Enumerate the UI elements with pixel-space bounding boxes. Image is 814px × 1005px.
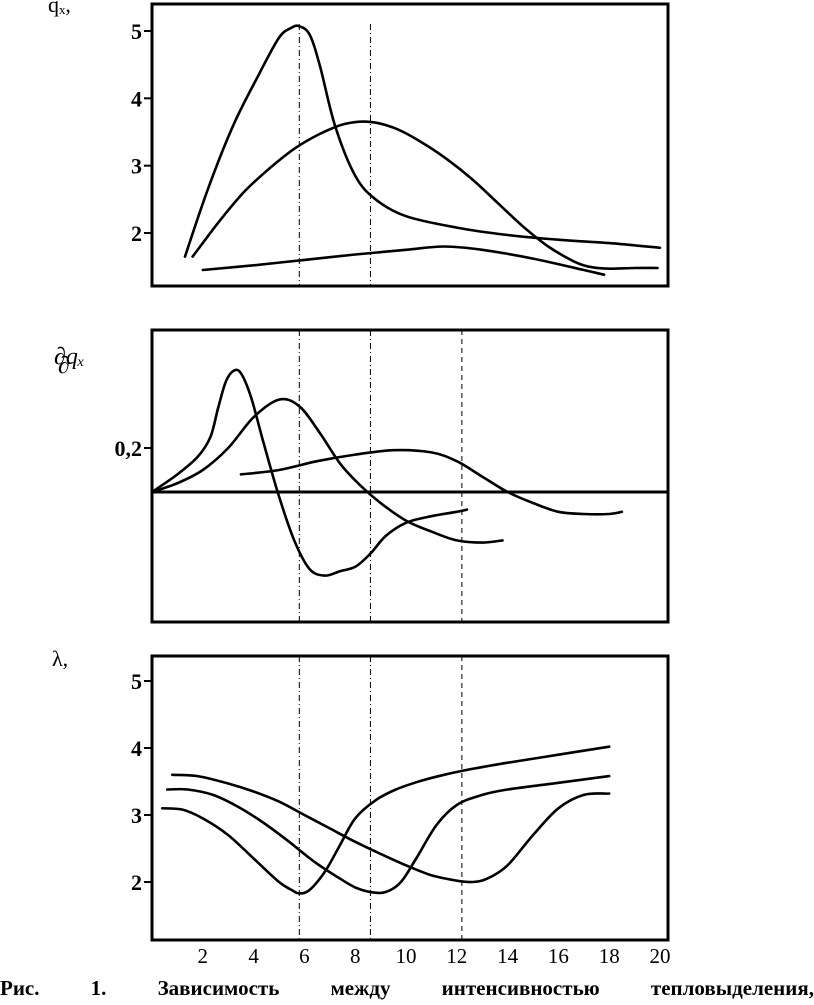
- figure: qₓ, 5 4 3 2 ∂qₓ ∂ 0,2 λ, 5 4 3 2 2 4 6 8 10 12 14 16 1…: [48, 0, 671, 968]
- panel-derivative-ylabel: ∂qₓ: [54, 344, 85, 370]
- panel-lambda-xtick-label-7: 16: [548, 944, 569, 968]
- panel-derivative-guides: [298, 330, 463, 622]
- panel-lambda-xtick-label-5: 12: [446, 944, 467, 968]
- panel-heat-release-ytick-label-3: 2: [131, 221, 142, 246]
- panel-lambda-xticks: 2 4 6 8 10 12 14 16 18 20: [198, 944, 671, 968]
- panel-lambda-xtick-label-6: 14: [497, 944, 519, 968]
- panel-lambda-xtick-label-0: 2: [198, 944, 209, 968]
- panel-lambda-ytick-label-3: 2: [131, 870, 142, 895]
- panel-heat-release-guides: [298, 24, 371, 286]
- panel-lambda-xtick-label-2: 6: [299, 944, 310, 968]
- panel-lambda-series-1: [165, 774, 611, 895]
- panel-derivative-frame: [150, 328, 670, 624]
- panel-derivative-series-2: [239, 448, 624, 516]
- panel-derivative-series-0: [150, 368, 469, 577]
- panel-derivative-ylabel-line2: ∂: [58, 353, 70, 379]
- panel-derivative-ytick-label-0: 0,2: [115, 436, 143, 461]
- panel-lambda-ytick-label-2: 3: [131, 803, 142, 828]
- panel-lambda-xtick-label-1: 4: [248, 944, 259, 968]
- panel-heat-release-series-0: [183, 24, 662, 258]
- panel-lambda-xtick-label-9: 20: [650, 944, 671, 968]
- panel-heat-release-ytick-label-1: 4: [131, 86, 142, 111]
- panel-lambda-ytick-label-0: 5: [131, 669, 142, 694]
- panel-derivative: ∂qₓ ∂ 0,2: [54, 328, 670, 624]
- panel-heat-release-ytick-label-0: 5: [131, 19, 142, 44]
- panel-lambda-yticks: 5 4 3 2: [131, 669, 152, 895]
- panel-heat-release-curves: [183, 24, 662, 276]
- panel-lambda-series-2: [171, 773, 611, 884]
- panel-heat-release-series-1: [191, 120, 659, 271]
- panel-heat-release-ylabel: qₓ,: [48, 0, 71, 17]
- panel-heat-release-ytick-label-2: 3: [131, 154, 142, 179]
- panel-lambda-frame: [150, 654, 670, 942]
- panel-derivative-yticks: 0,2: [115, 436, 152, 461]
- panel-heat-release-series-2: [201, 245, 606, 276]
- panel-lambda: λ, 5 4 3 2 2 4 6 8 10 12 14 16 18 20: [52, 646, 671, 968]
- panel-derivative-curves: [150, 368, 624, 577]
- panel-lambda-xtick-label-3: 8: [350, 944, 361, 968]
- panel-lambda-ylabel: λ,: [52, 646, 68, 671]
- figure-caption: Рис. 1. Зависимость между интенсивностью…: [0, 976, 814, 1000]
- panel-lambda-xtick-label-8: 18: [599, 944, 620, 968]
- panel-heat-release-frame: [150, 2, 670, 288]
- panel-lambda-curves: [160, 745, 611, 895]
- panel-heat-release: qₓ, 5 4 3 2: [48, 0, 670, 288]
- panel-heat-release-yticks: 5 4 3 2: [131, 19, 152, 246]
- panel-lambda-series-0: [160, 745, 611, 895]
- panel-derivative-series-1: [150, 397, 504, 544]
- panel-lambda-ytick-label-1: 4: [131, 736, 142, 761]
- panel-lambda-xtick-label-4: 10: [396, 944, 417, 968]
